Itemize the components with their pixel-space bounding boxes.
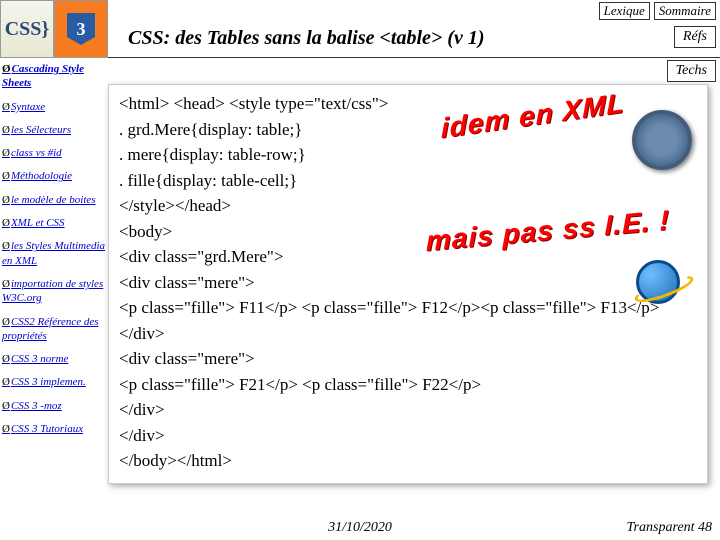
- top-nav: Lexique Sommaire: [108, 0, 720, 20]
- footer-page: Transparent 48: [627, 520, 712, 536]
- code-line: </body></html>: [119, 448, 697, 474]
- sidebar-item[interactable]: CSS2 Référence des propriétés: [2, 315, 106, 344]
- code-line: </div>: [119, 423, 697, 449]
- sidebar-item[interactable]: Syntaxe: [2, 100, 106, 114]
- css3-logo: 3: [54, 0, 108, 58]
- code-line: <div class="grd.Mere">: [119, 244, 697, 270]
- code-panel: <html> <head> <style type="text/css"> . …: [108, 84, 708, 484]
- code-line: <p class="fille"> F11</p> <p class="fill…: [119, 295, 697, 321]
- page-title: CSS: des Tables sans la balise <table> (…: [108, 20, 720, 57]
- sidebar-item[interactable]: les Sélecteurs: [2, 123, 106, 137]
- sidebar-item[interactable]: CSS 3 implemen.: [2, 375, 106, 389]
- code-line: <div class="mere">: [119, 270, 697, 296]
- footer-date: 31/10/2020: [0, 520, 720, 536]
- nav-techs[interactable]: Techs: [667, 60, 716, 82]
- sidebar-item[interactable]: les Styles Multimedia en XML: [2, 239, 106, 268]
- sidebar-item[interactable]: CSS 3 Tutoriaux: [2, 422, 106, 436]
- code-line: . mere{display: table-row;}: [119, 142, 697, 168]
- sidebar-item[interactable]: CSS 3 norme: [2, 352, 106, 366]
- css-logo: CSS}: [0, 0, 54, 58]
- code-line: . fille{display: table-cell;}: [119, 168, 697, 194]
- sidebar: Cascading Style Sheets Syntaxe les Sélec…: [0, 58, 108, 518]
- sidebar-item[interactable]: class vs #id: [2, 146, 106, 160]
- sidebar-item[interactable]: importation de styles W3C.org: [2, 277, 106, 306]
- nav-refs[interactable]: Réfs: [674, 26, 716, 48]
- sidebar-item[interactable]: Méthodologie: [2, 169, 106, 183]
- code-line: <p class="fille"> F21</p> <p class="fill…: [119, 372, 697, 398]
- nav-sommaire[interactable]: Sommaire: [654, 2, 716, 20]
- header-right: Lexique Sommaire CSS: des Tables sans la…: [108, 0, 720, 57]
- gear-icon: [632, 110, 692, 170]
- sidebar-item[interactable]: CSS 3 -moz: [2, 399, 106, 413]
- css3-shield: 3: [67, 13, 95, 45]
- code-line: </div>: [119, 397, 697, 423]
- code-line: </div>: [119, 321, 697, 347]
- sidebar-item[interactable]: Cascading Style Sheets: [2, 62, 106, 91]
- sidebar-item[interactable]: le modèle de boites: [2, 193, 106, 207]
- sidebar-item[interactable]: XML et CSS: [2, 216, 106, 230]
- ie-icon: [636, 260, 680, 304]
- code-line: <div class="mere">: [119, 346, 697, 372]
- nav-lexique[interactable]: Lexique: [599, 2, 650, 20]
- header: CSS} 3 Lexique Sommaire CSS: des Tables …: [0, 0, 720, 58]
